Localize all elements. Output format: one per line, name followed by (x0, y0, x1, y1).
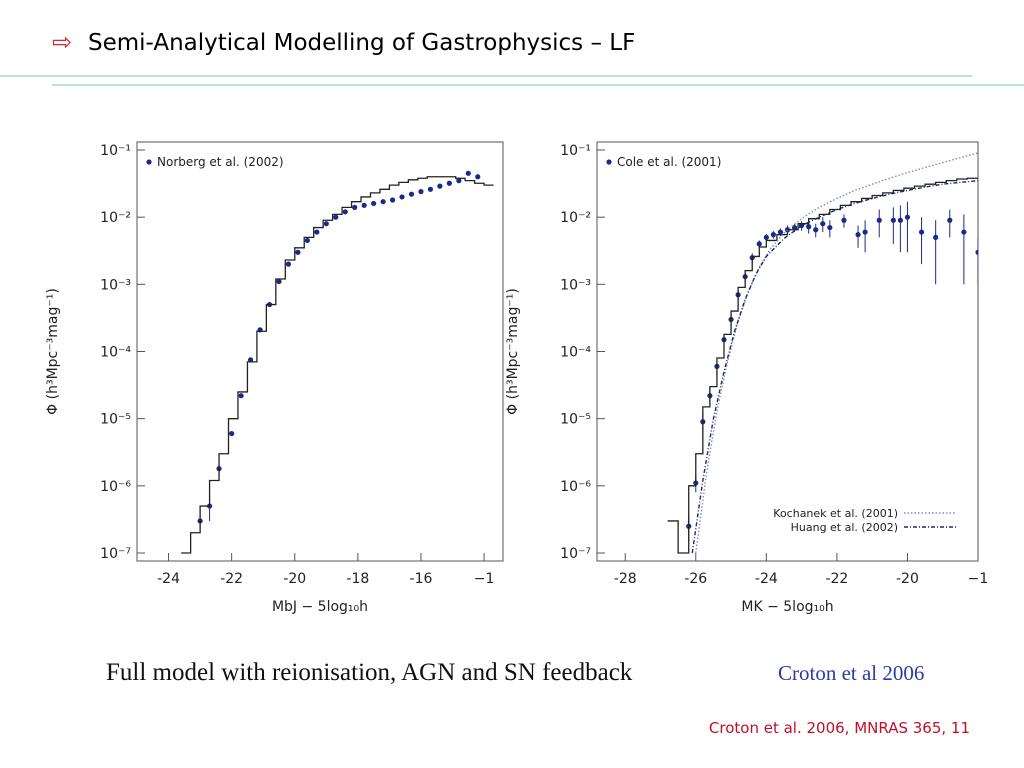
data-point (841, 217, 847, 223)
chart: 10⁻⁷ 10⁻⁶ 10⁻⁵ 10⁻⁴ 10⁻³ 10⁻² 10⁻¹ -24 -22 -20 -18… (45, 141, 504, 615)
data-point (897, 217, 903, 223)
data-point (285, 261, 292, 267)
data-point (314, 229, 320, 235)
data-point (399, 194, 405, 200)
axes: 10⁻⁷ 10⁻⁶ 10⁻⁵ 10⁻⁴ 10⁻³ 10⁻² 10⁻¹ -28 -26 -24 -22… (505, 141, 989, 615)
data-point (323, 221, 329, 227)
y-tick-label: 10⁻⁵ (100, 412, 131, 428)
data-point (827, 224, 833, 231)
y-tick-label: 10⁻⁴ (100, 345, 131, 361)
data-point (418, 189, 424, 195)
data-point (820, 221, 826, 227)
data-point (770, 232, 776, 238)
data-point (427, 186, 434, 192)
data-point (342, 209, 348, 215)
data-point (333, 214, 339, 220)
y-axis-label: Φ (h³Mpc⁻³mag⁻¹) (505, 288, 521, 415)
x-tick-label: -22 (220, 571, 243, 587)
data-point (975, 249, 978, 255)
x-tick-label: -22 (825, 571, 848, 587)
model-line (181, 176, 494, 554)
data-point (352, 204, 358, 210)
data-point (777, 229, 784, 235)
y-tick-label: 10⁻⁶ (100, 479, 131, 495)
footer: Croton et al. 2006, MNRAS 365, 11 (709, 719, 970, 737)
slide-title: Semi-Analytical Modelling of Gastrophysi… (88, 30, 635, 56)
x-tick-label: −1 (474, 571, 495, 587)
data-point (465, 170, 471, 176)
y-tick-label: 10⁻³ (100, 277, 131, 293)
data-point (456, 178, 462, 184)
caption: Full model with reionisation, AGN and SN… (106, 659, 633, 686)
x-axis-label: MbJ − 5log₁₀h (272, 599, 368, 615)
data-point (371, 200, 377, 207)
x-tick-label: −1 (968, 571, 989, 587)
data-point (904, 214, 911, 220)
data-point (361, 202, 367, 208)
data-point (756, 241, 762, 247)
y-tick-label: 10⁻² (100, 210, 131, 226)
x-tick-label: -16 (410, 571, 433, 587)
legend-marker (146, 159, 152, 165)
data-point (862, 229, 868, 235)
model-line (695, 152, 978, 554)
y-tick-label: 10⁻² (560, 210, 591, 226)
data-point (380, 199, 386, 205)
data-point (813, 227, 819, 233)
y-tick-label: 10⁻⁶ (560, 479, 591, 495)
data-point (389, 197, 396, 203)
x-axis-label: MK − 5log₁₀h (741, 599, 833, 615)
legend-marker (606, 159, 612, 165)
data-point (304, 237, 310, 244)
frame (136, 141, 504, 562)
x-tick-label: -28 (614, 571, 637, 587)
data-point (238, 393, 244, 399)
data-point (763, 234, 769, 240)
y-tick-label: 10⁻⁷ (100, 546, 131, 562)
frame (596, 141, 979, 562)
chart: 10⁻⁷ 10⁻⁶ 10⁻⁵ 10⁻⁴ 10⁻³ 10⁻² 10⁻¹ -28 -26 -24 -22… (505, 141, 989, 615)
data-point (295, 249, 301, 255)
x-tick-label: -26 (684, 571, 707, 587)
plot-area (667, 152, 978, 554)
data-point (408, 191, 415, 197)
data-point (890, 217, 896, 223)
data-point (918, 229, 925, 235)
plot-area (181, 170, 494, 554)
x-tick-label: -18 (346, 571, 369, 587)
y-axis-label: Φ (h³Mpc⁻³mag⁻¹) (45, 288, 61, 415)
data-point (806, 224, 812, 230)
y-tick-label: 10⁻⁷ (560, 546, 591, 562)
data-point (947, 217, 953, 223)
data-point (961, 229, 967, 235)
data-point (446, 180, 452, 186)
data-point (276, 278, 282, 285)
y-tick-label: 10⁻³ (560, 277, 591, 293)
legend-label: Kochanek et al. (2001) (773, 507, 898, 520)
data-point (247, 357, 254, 363)
data-point (855, 232, 861, 238)
data-point (475, 174, 481, 180)
data-point (437, 183, 443, 189)
x-tick-label: -20 (896, 571, 919, 587)
model-line (667, 177, 978, 554)
caption-ref: Croton et al 2006 (778, 661, 924, 685)
bullet-arrow: ⇨ (52, 28, 72, 56)
x-tick-label: -24 (157, 571, 180, 587)
axes: 10⁻⁷ 10⁻⁶ 10⁻⁵ 10⁻⁴ 10⁻³ 10⁻² 10⁻¹ -24 -22 -20 -18… (45, 141, 504, 615)
data-point (933, 234, 939, 240)
y-tick-label: 10⁻¹ (560, 143, 591, 159)
x-tick-label: -24 (755, 571, 778, 587)
legend-label: Huang et al. (2002) (791, 521, 898, 534)
legend-label: Norberg et al. (2002) (157, 155, 284, 169)
x-tick-label: -20 (283, 571, 306, 587)
y-tick-label: 10⁻¹ (100, 143, 131, 159)
legend-label: Cole et al. (2001) (617, 155, 721, 169)
model-line (691, 179, 978, 554)
y-tick-label: 10⁻⁴ (560, 345, 591, 361)
data-point (876, 217, 882, 223)
data-point (229, 430, 235, 437)
y-tick-label: 10⁻⁵ (560, 412, 591, 428)
